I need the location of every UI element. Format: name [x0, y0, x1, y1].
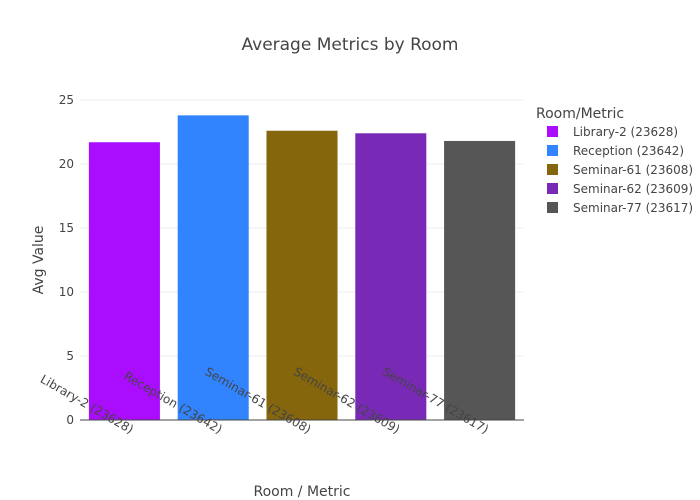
x-axis-title: Room / Metric [253, 484, 350, 500]
y-axis-title: Avg Value [31, 226, 47, 295]
y-tick-label: 15 [59, 221, 74, 235]
y-tick-label: 0 [66, 413, 74, 427]
y-tick-label: 20 [59, 157, 74, 171]
legend-swatch [547, 126, 558, 137]
legend-swatch [547, 145, 558, 156]
legend-swatch [547, 183, 558, 194]
legend-swatch [547, 202, 558, 213]
legend-title: Room/Metric [536, 106, 624, 122]
y-tick-label: 5 [66, 349, 74, 363]
legend-item-label: Seminar-61 (23608) [573, 163, 693, 177]
legend-item-label: Library-2 (23628) [573, 125, 678, 139]
bar [355, 133, 427, 420]
bars-group [88, 115, 516, 421]
bar [266, 130, 338, 420]
legend-item-label: Seminar-62 (23609) [573, 182, 693, 196]
bar [88, 142, 160, 421]
legend-swatch [547, 164, 558, 175]
legend-item-label: Seminar-77 (23617) [573, 201, 693, 215]
chart-title: Average Metrics by Room [242, 35, 459, 55]
legend-item-label: Reception (23642) [573, 144, 684, 158]
legend: Room/Metric Library-2 (23628) Reception (… [536, 106, 693, 215]
y-tick-label: 10 [59, 285, 74, 299]
y-tick-label: 25 [59, 93, 74, 107]
bar [177, 115, 249, 421]
bar [444, 140, 516, 420]
y-axis-ticks: 0 5 10 15 20 25 [59, 93, 74, 427]
